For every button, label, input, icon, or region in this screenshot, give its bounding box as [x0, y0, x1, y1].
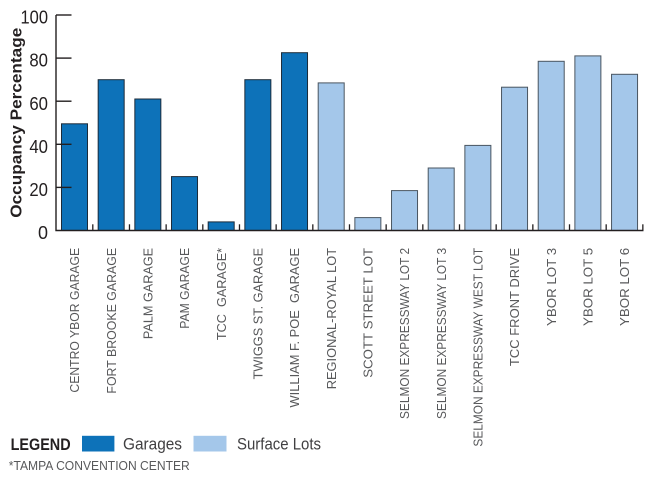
svg-text:20: 20: [29, 180, 48, 200]
svg-text:FORT BROOKE GARAGE: FORT BROOKE GARAGE: [104, 248, 119, 394]
svg-text:YBOR LOT 5: YBOR LOT 5: [580, 248, 595, 326]
svg-text:TCC FRONT DRIVE: TCC FRONT DRIVE: [507, 248, 522, 367]
svg-text:REGIONAL-ROYAL LOT: REGIONAL-ROYAL LOT: [324, 248, 339, 389]
svg-text:SELMON EXPRESSWAY LOT 3: SELMON EXPRESSWAY LOT 3: [434, 248, 449, 419]
svg-text:40: 40: [29, 137, 48, 157]
svg-text:SCOTT STREET LOT: SCOTT STREET LOT: [360, 248, 375, 378]
svg-text:PALM GARAGE: PALM GARAGE: [140, 248, 155, 340]
svg-text:100: 100: [21, 8, 49, 28]
svg-text:80: 80: [29, 51, 48, 71]
svg-text:Occupancy Percentage: Occupancy Percentage: [8, 28, 25, 218]
svg-text:TCC GARAGE*: TCC GARAGE*: [214, 248, 229, 340]
svg-text:Garages: Garages: [123, 435, 182, 453]
svg-text:0: 0: [38, 223, 48, 243]
svg-text:LEGEND: LEGEND: [11, 436, 71, 454]
svg-text:Surface Lots: Surface Lots: [237, 435, 321, 453]
svg-text:SELMON EXPRESSWAY WEST LOT: SELMON EXPRESSWAY WEST LOT: [470, 248, 485, 447]
svg-text:SELMON EXPRESSWAY LOT 2: SELMON EXPRESSWAY LOT 2: [397, 248, 412, 419]
svg-text:60: 60: [29, 94, 48, 114]
svg-text:YBOR LOT 6: YBOR LOT 6: [617, 248, 632, 326]
svg-text:CENTRO YBOR GARAGE: CENTRO YBOR GARAGE: [67, 248, 82, 393]
svg-text:TWIGGS ST. GARAGE: TWIGGS ST. GARAGE: [250, 248, 265, 380]
svg-text:WILLIAM F. POE GARAGE: WILLIAM F. POE GARAGE: [287, 248, 302, 408]
svg-text:YBOR LOT 3: YBOR LOT 3: [544, 248, 559, 326]
svg-text:PAM GARAGE: PAM GARAGE: [177, 248, 192, 329]
svg-text:*TAMPA CONVENTION CENTER: *TAMPA CONVENTION CENTER: [9, 458, 190, 473]
